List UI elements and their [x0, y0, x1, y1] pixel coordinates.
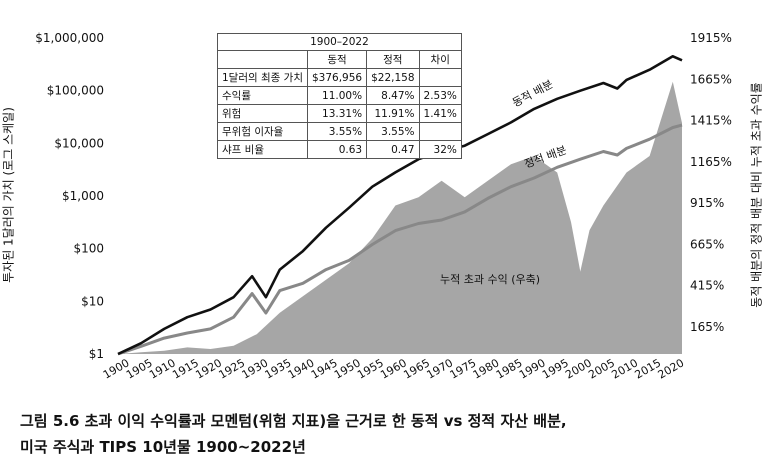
figure-caption-line2: 미국 주식과 TIPS 10년물 1900~2022년 [20, 438, 306, 456]
right-axis-label: 동적 배분의 정적 배분 대비 누적 초과 수익률 [749, 82, 764, 308]
row-label: 무위험 이자율 [217, 122, 308, 141]
x-tick-label: 2020 [656, 356, 687, 381]
right-tick-label: 1915% [690, 31, 732, 45]
cell [418, 68, 462, 87]
cell: $22,158 [366, 68, 420, 87]
table-row: 무위험 이자율 3.55% 3.55% [217, 122, 462, 141]
right-tick-label: 1165% [690, 155, 732, 169]
cell: 3.55% [366, 122, 420, 141]
left-axis-label: 투자된 1달러의 가치 (로그 스케일) [1, 107, 16, 283]
left-tick-label: $1,000,000 [35, 31, 104, 45]
excess-return-area [118, 81, 682, 354]
left-tick-label: $1 [89, 347, 104, 361]
left-tick-label: $10 [81, 294, 104, 308]
cell: $376,956 [306, 68, 368, 87]
table-title: 1900–2022 [217, 33, 462, 51]
row-label: 위험 [217, 104, 308, 123]
left-tick-label: $100,000 [47, 84, 104, 98]
right-tick-label: 665% [690, 237, 724, 251]
static-allocation-line [117, 123, 683, 356]
table-col-diff: 차이 [418, 50, 462, 69]
table-col-dynamic: 동적 [306, 50, 368, 69]
excess-series-label: 누적 초과 수익 (우축) [440, 273, 540, 286]
stats-table: 1900–2022 동적 정적 차이 1달러의 최종 가치 $376,956 $… [217, 33, 462, 159]
cell: 11.91% [366, 104, 420, 123]
cell: 0.47 [366, 140, 420, 159]
dynamic-allocation-line [117, 55, 683, 356]
table-row: 위험 13.31% 11.91% 1.41% [217, 104, 462, 123]
figure-caption-line1: 그림 5.6 초과 이익 수익률과 모멘텀(위험 지표)을 근거로 한 동적 v… [20, 412, 567, 430]
cell: 13.31% [306, 104, 368, 123]
right-tick-label: 1665% [690, 72, 732, 86]
cell: 0.63 [306, 140, 368, 159]
left-tick-label: $10,000 [54, 136, 104, 150]
table-col-static: 정적 [366, 50, 420, 69]
cell: 1.41% [418, 104, 462, 123]
left-tick-label: $1,000 [62, 189, 104, 203]
row-label: 1달러의 최종 가치 [217, 68, 308, 87]
cell [418, 122, 462, 141]
table-header-blank [217, 50, 308, 69]
table-row: 샤프 비율 0.63 0.47 32% [217, 140, 462, 159]
right-tick-label: 915% [690, 196, 724, 210]
row-label: 수익률 [217, 86, 308, 105]
chart-svg: $1,000,000 $100,000 $10,000 $1,000 $100 $10 $1… [35, 31, 732, 382]
table-row: 수익률 11.00% 8.47% 2.53% [217, 86, 462, 105]
right-tick-label: 415% [690, 279, 724, 293]
cell: 3.55% [306, 122, 368, 141]
cell: 8.47% [366, 86, 420, 105]
right-tick-label: 1415% [690, 114, 732, 128]
left-tick-label: $100 [73, 242, 104, 256]
cell: 11.00% [306, 86, 368, 105]
cell: 2.53% [418, 86, 462, 105]
right-tick-label: 165% [690, 320, 724, 334]
dynamic-series-label: 동적 배분 [510, 78, 555, 110]
table-row: 1달러의 최종 가치 $376,956 $22,158 [217, 68, 462, 87]
cell: 32% [418, 140, 462, 159]
row-label: 샤프 비율 [217, 140, 308, 159]
